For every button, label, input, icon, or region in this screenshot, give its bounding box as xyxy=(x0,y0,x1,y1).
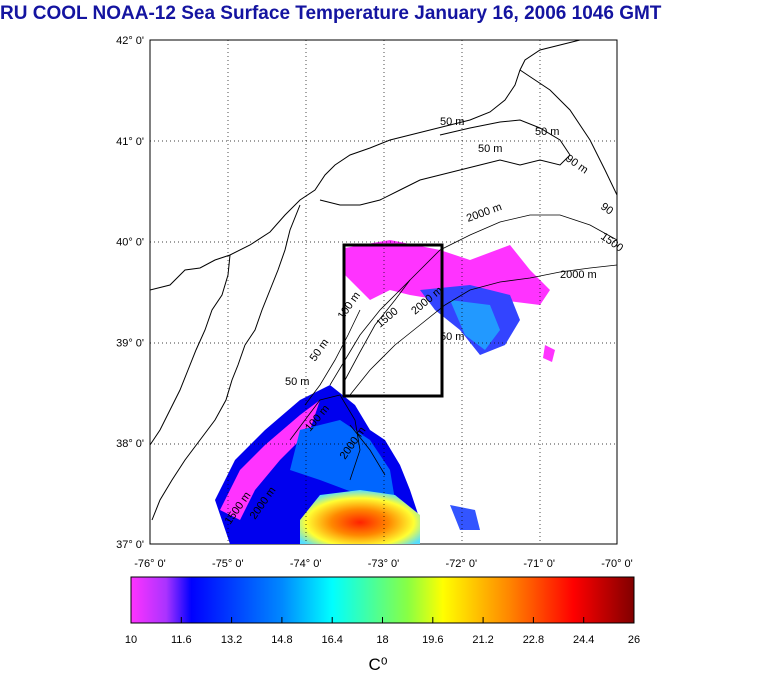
sst-patch-warm xyxy=(300,490,420,544)
latitude-label: 39° 0' xyxy=(116,337,144,349)
contour-label: 50 m xyxy=(440,331,464,343)
colorbar-unit: C⁰ xyxy=(368,655,387,674)
latitude-label: 42° 0' xyxy=(116,35,144,47)
latitude-label: 40° 0' xyxy=(116,237,144,249)
colorbar xyxy=(130,576,635,624)
longitude-label: -76° 0' xyxy=(134,558,166,570)
colorbar-tick-label: 11.6 xyxy=(171,634,192,646)
contour-label: 50 m xyxy=(535,126,559,138)
latitude-label: 41° 0' xyxy=(116,136,144,148)
study-area-box xyxy=(342,243,444,398)
sst-patch-cyan-mid xyxy=(450,300,500,350)
colorbar-tick-label: 26 xyxy=(628,634,640,646)
longitude-label: -72° 0' xyxy=(446,558,478,570)
bathymetry-contours xyxy=(289,214,617,481)
colorbar-tick-label: 21.2 xyxy=(472,634,493,646)
longitude-label: -71° 0' xyxy=(523,558,555,570)
longitude-labels: -76° 0' -75° 0' -74° 0' -73° 0' -72° 0' -71° … xyxy=(134,558,633,570)
longitude-label: -74° 0' xyxy=(290,558,322,570)
longitude-label: -70° 0' xyxy=(601,558,633,570)
longitude-label: -73° 0' xyxy=(368,558,400,570)
sst-patch-speck xyxy=(543,345,555,362)
coastline xyxy=(150,40,617,521)
contour-label: 50 m xyxy=(478,143,502,155)
sst-patch-lightblue xyxy=(290,420,395,500)
colorbar-tick-label: 13.2 xyxy=(221,634,242,646)
sst-patch-small xyxy=(450,505,480,530)
map-title: RU COOL NOAA-12 Sea Surface Temperature … xyxy=(0,3,662,24)
colorbar-ticks: 10 11.6 13.2 14.8 16.4 18 19.6 21.2 22.8 24.4 26 xyxy=(125,617,640,646)
sst-patch-north xyxy=(345,240,550,305)
colorbar-tick-label: 16.4 xyxy=(321,634,342,646)
contour-label: 50 m xyxy=(440,116,464,128)
sst-data-layer xyxy=(215,240,555,544)
latitude-label: 37° 0' xyxy=(116,539,144,551)
colorbar-tick-label: 18 xyxy=(376,634,388,646)
latitude-label: 38° 0' xyxy=(116,438,144,450)
contour-label: 90 xyxy=(598,201,615,218)
colorbar-tick-label: 10 xyxy=(125,634,137,646)
colorbar-tick-label: 24.4 xyxy=(573,634,594,646)
longitude-label: -75° 0' xyxy=(212,558,244,570)
contour-label: 2000 m xyxy=(560,269,597,281)
colorbar-tick-label: 14.8 xyxy=(271,634,292,646)
colorbar-tick-label: 19.6 xyxy=(422,634,443,646)
latitude-labels: 42° 0' 41° 0' 40° 0' 39° 0' 38° 0' 37° 0' xyxy=(116,35,144,551)
colorbar-tick-label: 22.8 xyxy=(523,634,544,646)
graticule xyxy=(150,40,617,544)
contour-label: 50 m xyxy=(285,376,309,388)
sst-patch-coastal-pink xyxy=(220,400,320,520)
